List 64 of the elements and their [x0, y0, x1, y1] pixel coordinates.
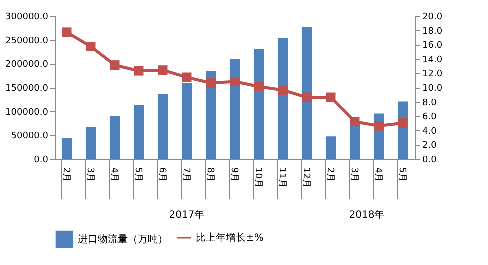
- y2-tick-label: 0.0: [422, 156, 438, 166]
- y-tick-label: 0.0: [34, 156, 49, 166]
- y2-tick-label: 4.0: [422, 126, 438, 137]
- point: [158, 66, 168, 76]
- y-tick-label: 300000.0: [6, 12, 49, 22]
- point: [254, 82, 264, 92]
- bar: [134, 105, 144, 159]
- y-tick-label: 100000.0: [6, 108, 49, 118]
- point: [230, 77, 240, 87]
- y2-tick-label: 20.0: [422, 12, 443, 22]
- y-tick-label: 250000.0: [6, 36, 49, 46]
- x-tick-label: 11月: [277, 168, 287, 188]
- x-tick-label: 12月: [301, 168, 311, 188]
- bar: [182, 83, 192, 159]
- bar: [278, 38, 288, 159]
- text: 2017年: [169, 209, 205, 221]
- point: [86, 42, 96, 52]
- bar: [86, 127, 96, 159]
- text: 2018年: [349, 209, 385, 221]
- point: [278, 86, 288, 96]
- point: [110, 60, 120, 70]
- y2-tick-label: 12.0: [422, 70, 443, 80]
- bar: [302, 27, 312, 159]
- point: [206, 78, 216, 88]
- x-tick-label: 9月: [229, 168, 239, 182]
- x-tick-label: 10月: [253, 168, 263, 188]
- point: [398, 118, 408, 128]
- y-tick-label: 200000.0: [6, 60, 49, 70]
- point: [62, 28, 72, 38]
- y2-tick-label: 18.0: [422, 26, 443, 37]
- x-tick-label: 3月: [85, 168, 95, 182]
- x-tick-label: 3月: [349, 168, 359, 182]
- legend-label: 比上年增长±%: [196, 232, 264, 244]
- x-tick-label: 8月: [205, 168, 215, 182]
- y-tick-label: 150000.0: [6, 84, 49, 94]
- point: [134, 66, 144, 76]
- x-tick-label: 4月: [109, 168, 119, 182]
- bar: [62, 138, 72, 159]
- legend-label: 进口物流量（万吨）: [78, 234, 168, 246]
- x-tick-label: 5月: [133, 168, 143, 182]
- x-tick-label: 5月: [397, 168, 407, 182]
- x-tick-label: 6月: [157, 168, 167, 182]
- point: [374, 121, 384, 131]
- y2-tick-label: 6.0: [422, 112, 438, 123]
- point: [326, 92, 336, 102]
- x-tick-label: 2月: [325, 168, 335, 182]
- y2-tick-label: 10.0: [422, 84, 443, 94]
- bar: [350, 123, 360, 159]
- point: [302, 92, 312, 102]
- y-tick-label: 50000.0: [11, 132, 49, 142]
- x-tick-label: 2月: [61, 168, 71, 182]
- x-tick-label: 4月: [373, 168, 383, 182]
- bar: [326, 136, 336, 159]
- point: [350, 117, 360, 127]
- bar: [158, 94, 168, 159]
- bar: [110, 116, 120, 159]
- y2-tick-label: 2.0: [422, 141, 438, 152]
- bar: [254, 49, 264, 159]
- point: [182, 72, 192, 82]
- y2-tick-label: 8.0: [422, 98, 438, 108]
- bar: [230, 59, 240, 159]
- y2-tick-label: 16.0: [422, 41, 443, 52]
- y2-tick-label: 14.0: [422, 55, 443, 66]
- x-tick-label: 7月: [181, 168, 191, 182]
